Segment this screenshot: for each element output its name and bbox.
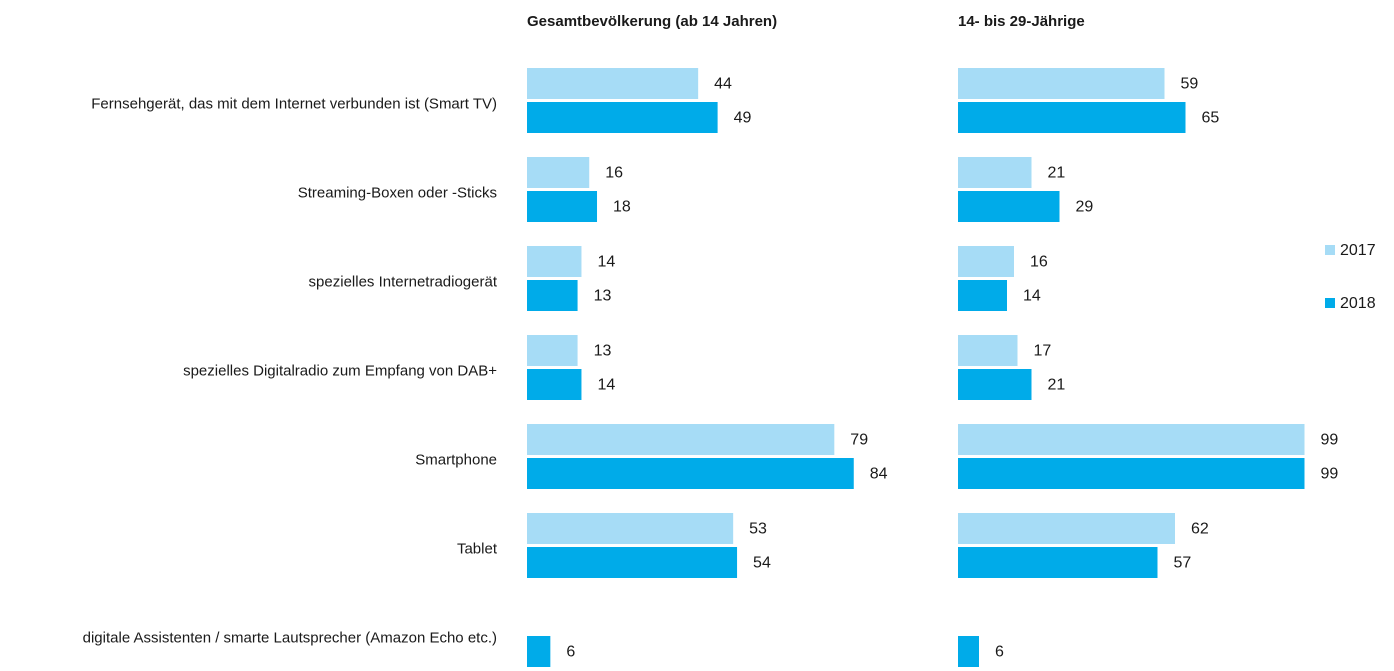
bar xyxy=(527,102,718,133)
value-label: 14 xyxy=(1023,288,1041,305)
category-label: spezielles Digitalradio zum Empfang von … xyxy=(183,362,497,379)
bar xyxy=(527,280,578,311)
value-label: 79 xyxy=(850,432,868,449)
panel-title: Gesamtbevölkerung (ab 14 Jahren) xyxy=(527,13,777,30)
value-label: 17 xyxy=(1034,343,1052,360)
value-label: 57 xyxy=(1174,555,1192,572)
category-label: digitale Assistenten / smarte Lautsprech… xyxy=(83,629,497,646)
legend-label: 2017 xyxy=(1340,242,1376,259)
bar xyxy=(958,547,1158,578)
bar xyxy=(527,369,582,400)
value-label: 65 xyxy=(1202,110,1220,127)
bar xyxy=(958,246,1014,277)
value-label: 99 xyxy=(1321,432,1339,449)
value-label: 84 xyxy=(870,466,888,483)
bar xyxy=(958,636,979,667)
bar xyxy=(527,547,738,578)
bar xyxy=(958,424,1305,455)
value-label: 16 xyxy=(1030,254,1048,271)
value-label: 62 xyxy=(1191,521,1209,538)
value-label: 53 xyxy=(749,521,767,538)
value-label: 14 xyxy=(597,254,615,271)
category-label: Smartphone xyxy=(415,451,497,468)
bar xyxy=(958,68,1165,99)
category-label: Streaming-Boxen oder -Sticks xyxy=(298,184,497,201)
bar xyxy=(958,280,1007,311)
value-label: 6 xyxy=(995,644,1004,661)
bar xyxy=(958,369,1032,400)
panel-title: 14- bis 29-Jährige xyxy=(958,13,1085,30)
value-label: 13 xyxy=(594,343,612,360)
bar xyxy=(958,157,1032,188)
value-label: 6 xyxy=(566,644,575,661)
legend-label: 2018 xyxy=(1340,295,1376,312)
bar xyxy=(527,157,590,188)
value-label: 13 xyxy=(594,288,612,305)
bar xyxy=(527,513,734,544)
value-label: 44 xyxy=(714,76,732,93)
legend-swatch xyxy=(1325,245,1335,255)
value-label: 21 xyxy=(1048,165,1066,182)
bar xyxy=(527,191,598,222)
bar xyxy=(527,335,578,366)
bar xyxy=(958,335,1018,366)
value-label: 59 xyxy=(1181,76,1199,93)
bar xyxy=(527,424,835,455)
value-label: 54 xyxy=(753,555,771,572)
bar xyxy=(958,102,1186,133)
value-label: 14 xyxy=(597,377,615,394)
category-label: Tablet xyxy=(457,540,498,557)
value-label: 49 xyxy=(734,110,752,127)
value-label: 18 xyxy=(613,199,631,216)
legend-swatch xyxy=(1325,298,1335,308)
bar xyxy=(958,513,1175,544)
category-label: spezielles Internetradiogerät xyxy=(309,273,498,290)
value-label: 99 xyxy=(1321,466,1339,483)
bar xyxy=(958,458,1305,489)
value-label: 21 xyxy=(1048,377,1066,394)
bar xyxy=(527,636,551,667)
bar xyxy=(527,246,582,277)
bar xyxy=(527,68,699,99)
bar xyxy=(527,458,854,489)
bar xyxy=(958,191,1060,222)
value-label: 29 xyxy=(1076,199,1094,216)
value-label: 16 xyxy=(605,165,623,182)
category-label: Fernsehgerät, das mit dem Internet verbu… xyxy=(91,95,497,112)
